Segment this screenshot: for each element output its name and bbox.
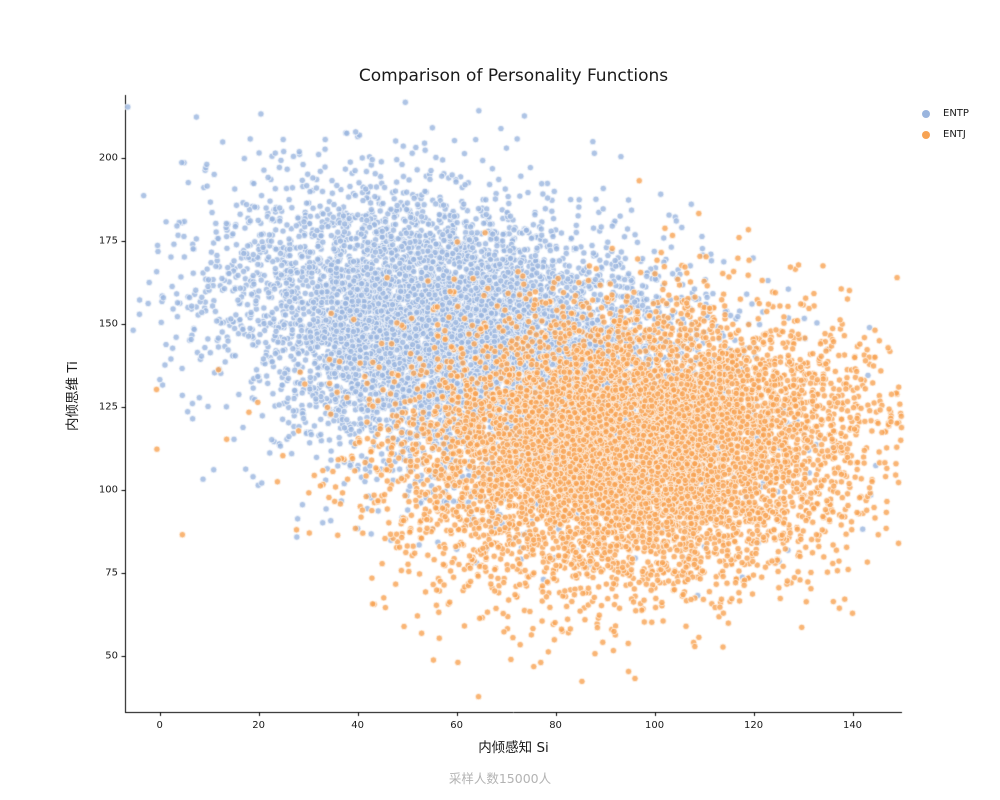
- x-axis-label: 内倾感知 Si: [478, 740, 549, 756]
- x-tick-label: 60: [450, 720, 463, 731]
- x-tick-label: 140: [842, 720, 863, 731]
- y-tick-label: 200: [98, 152, 118, 164]
- y-tick-label: 50: [105, 650, 118, 662]
- entj-marker-icon: [922, 130, 930, 139]
- sample-size-caption: 采样人数15000人: [448, 771, 552, 786]
- legend-label-entp: ENTP: [943, 108, 969, 119]
- x-tick-label: 20: [252, 720, 265, 731]
- y-axis-label: 内倾思维 Ti: [65, 361, 81, 431]
- x-tick-label: 80: [549, 720, 562, 731]
- legend-label-entj: ENTJ: [943, 129, 966, 140]
- legend-item-entp: ENTP: [916, 104, 969, 123]
- x-tick-label: 40: [351, 720, 364, 731]
- y-tick-label: 150: [98, 318, 118, 330]
- y-tick-label: 175: [98, 235, 118, 247]
- legend-item-entj: ENTJ: [916, 125, 969, 144]
- x-tick-label: 0: [156, 720, 163, 731]
- y-tick-label: 125: [98, 401, 118, 413]
- legend: ENTP ENTJ: [916, 104, 969, 144]
- y-tick-label: 75: [105, 567, 118, 579]
- x-tick-label: 120: [743, 720, 764, 731]
- x-tick-label: 100: [645, 720, 665, 731]
- entp-marker-icon: [922, 109, 930, 118]
- y-tick-label: 100: [98, 484, 118, 496]
